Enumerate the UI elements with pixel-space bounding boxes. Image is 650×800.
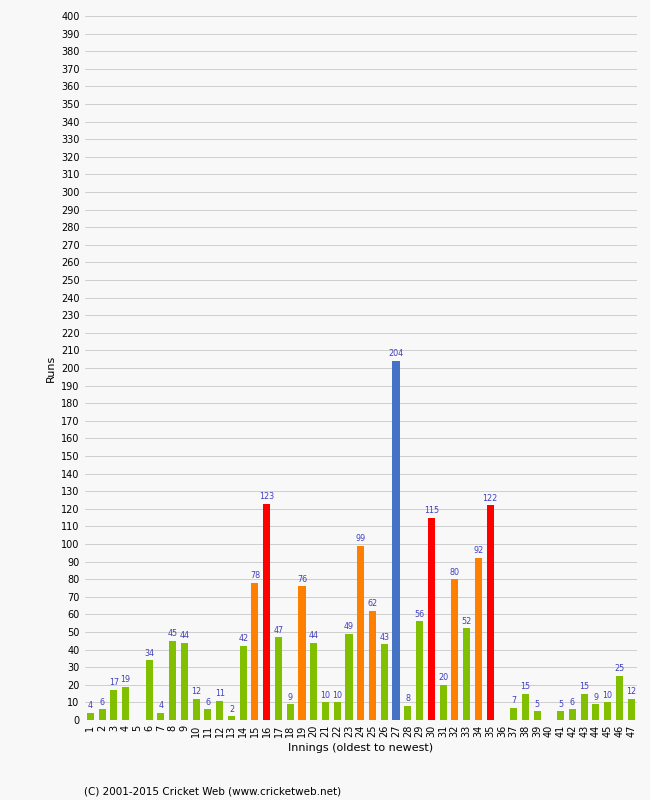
Text: 8: 8 — [405, 694, 410, 703]
Y-axis label: Runs: Runs — [46, 354, 55, 382]
Text: 12: 12 — [626, 687, 636, 696]
Bar — [228, 717, 235, 720]
Text: 115: 115 — [424, 506, 439, 515]
Bar — [192, 699, 200, 720]
Text: 78: 78 — [250, 571, 260, 580]
Text: 2: 2 — [229, 705, 234, 714]
Text: 25: 25 — [614, 664, 625, 674]
Bar — [358, 546, 364, 720]
Text: 62: 62 — [367, 599, 378, 608]
Bar — [111, 690, 118, 720]
Text: 9: 9 — [593, 693, 599, 702]
Text: 10: 10 — [320, 690, 330, 700]
Bar — [404, 706, 411, 720]
Bar — [428, 518, 435, 720]
Text: 20: 20 — [438, 673, 448, 682]
Text: 123: 123 — [259, 492, 274, 501]
Bar — [510, 708, 517, 720]
Text: 9: 9 — [288, 693, 292, 702]
Text: 11: 11 — [214, 689, 225, 698]
Text: 122: 122 — [482, 494, 498, 502]
Text: 56: 56 — [415, 610, 424, 619]
Text: 80: 80 — [450, 567, 460, 577]
Bar — [439, 685, 447, 720]
Text: 4: 4 — [88, 702, 93, 710]
Text: 5: 5 — [534, 699, 540, 709]
Bar — [557, 711, 564, 720]
X-axis label: Innings (oldest to newest): Innings (oldest to newest) — [288, 743, 434, 753]
Bar — [333, 702, 341, 720]
Bar — [616, 676, 623, 720]
Bar — [263, 503, 270, 720]
Bar — [369, 611, 376, 720]
Text: 45: 45 — [168, 629, 177, 638]
Text: 42: 42 — [238, 634, 248, 643]
Bar — [240, 646, 247, 720]
Bar — [216, 701, 223, 720]
Text: 6: 6 — [205, 698, 211, 707]
Bar — [628, 699, 634, 720]
Bar — [580, 694, 588, 720]
Text: 52: 52 — [462, 617, 472, 626]
Text: 12: 12 — [191, 687, 202, 696]
Bar — [122, 686, 129, 720]
Bar — [204, 710, 211, 720]
Bar — [522, 694, 529, 720]
Text: 17: 17 — [109, 678, 119, 687]
Text: 44: 44 — [179, 631, 189, 640]
Text: 15: 15 — [520, 682, 530, 691]
Bar — [345, 634, 352, 720]
Bar — [322, 702, 329, 720]
Text: 10: 10 — [603, 690, 612, 700]
Text: 15: 15 — [579, 682, 589, 691]
Text: 44: 44 — [309, 631, 318, 640]
Bar — [310, 642, 317, 720]
Bar — [451, 579, 458, 720]
Bar — [169, 641, 176, 720]
Text: 76: 76 — [297, 574, 307, 584]
Text: 4: 4 — [159, 702, 163, 710]
Bar — [534, 711, 541, 720]
Text: 6: 6 — [570, 698, 575, 707]
Text: 99: 99 — [356, 534, 366, 543]
Bar — [416, 622, 423, 720]
Bar — [298, 586, 306, 720]
Text: 10: 10 — [332, 690, 343, 700]
Bar — [99, 710, 106, 720]
Bar — [181, 642, 188, 720]
Text: 7: 7 — [511, 696, 516, 705]
Text: 49: 49 — [344, 622, 354, 631]
Bar — [474, 558, 482, 720]
Bar — [252, 582, 259, 720]
Bar — [393, 361, 400, 720]
Bar — [592, 704, 599, 720]
Text: 43: 43 — [379, 633, 389, 642]
Bar — [381, 644, 388, 720]
Text: 34: 34 — [144, 649, 154, 658]
Bar — [463, 629, 470, 720]
Bar — [569, 710, 576, 720]
Text: 5: 5 — [558, 699, 563, 709]
Bar — [87, 713, 94, 720]
Bar — [275, 638, 282, 720]
Text: (C) 2001-2015 Cricket Web (www.cricketweb.net): (C) 2001-2015 Cricket Web (www.cricketwe… — [84, 786, 342, 796]
Text: 6: 6 — [99, 698, 105, 707]
Bar — [157, 713, 164, 720]
Text: 204: 204 — [389, 350, 404, 358]
Bar — [146, 660, 153, 720]
Bar — [487, 506, 493, 720]
Text: 47: 47 — [274, 626, 283, 634]
Bar — [287, 704, 294, 720]
Text: 19: 19 — [121, 675, 131, 684]
Bar — [604, 702, 611, 720]
Text: 92: 92 — [473, 546, 484, 555]
